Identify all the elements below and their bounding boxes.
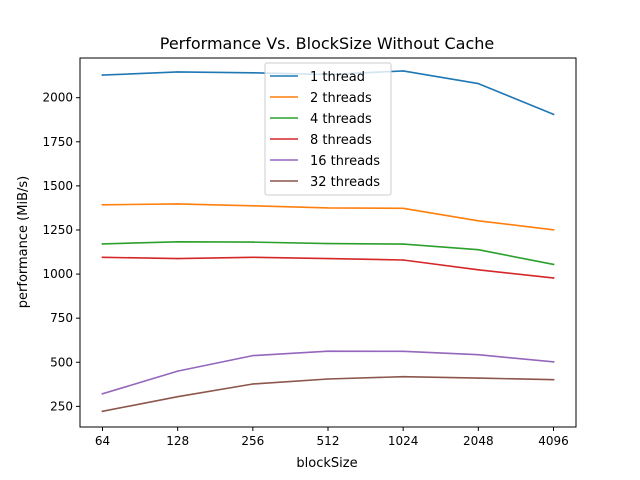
series-layer <box>101 70 555 413</box>
data-point <box>252 241 254 243</box>
x-tick-label: 2048 <box>463 434 494 448</box>
data-point <box>477 82 480 85</box>
x-tick-label: 4096 <box>538 434 569 448</box>
data-point <box>252 383 254 385</box>
data-point <box>101 256 104 259</box>
legend-label: 1 thread <box>310 70 365 85</box>
legend-label: 8 threads <box>310 133 372 148</box>
x-tick-label: 1024 <box>388 434 419 448</box>
data-point <box>327 257 329 260</box>
data-point <box>252 354 254 357</box>
x-tick-label: 64 <box>95 434 110 448</box>
y-tick-label: 1500 <box>42 179 73 193</box>
y-tick-label: 1750 <box>42 135 73 149</box>
data-point <box>402 350 404 353</box>
legend-label: 32 threads <box>310 175 380 190</box>
y-tick-label: 750 <box>50 311 73 325</box>
data-point <box>402 243 404 245</box>
data-point <box>552 378 555 381</box>
data-point <box>552 263 555 266</box>
legend-box <box>264 62 392 196</box>
data-point <box>327 350 329 352</box>
data-point <box>552 229 555 231</box>
data-point <box>402 70 404 72</box>
data-point <box>477 248 480 251</box>
x-tick-label: 256 <box>241 434 264 448</box>
data-point <box>477 353 480 356</box>
legend-label: 4 threads <box>310 112 372 127</box>
data-point <box>402 375 404 378</box>
data-point <box>176 395 179 398</box>
data-point <box>176 203 179 205</box>
data-point <box>552 361 555 363</box>
axis-ticks: 64 128 256 512 1024 2048 4096 250 500 750 1000 1250… <box>42 91 568 448</box>
y-axis-label: performance (MiB/s) <box>16 176 31 308</box>
data-point <box>176 71 179 73</box>
data-point <box>176 257 179 260</box>
data-point <box>252 72 254 74</box>
data-point <box>552 113 555 116</box>
data-point <box>477 220 480 222</box>
x-axis-label: blockSize <box>296 456 357 471</box>
y-tick-label: 250 <box>50 399 73 413</box>
legend: 1 thread 2 threads 4 threads 8 threads 16 th… <box>264 62 392 196</box>
data-point <box>327 207 329 209</box>
data-point <box>101 203 104 206</box>
legend-label: 16 threads <box>310 154 380 169</box>
chart-title: Performance Vs. BlockSize Without Cache <box>160 34 495 53</box>
y-tick-label: 2000 <box>42 91 73 105</box>
x-tick-label: 512 <box>317 434 340 448</box>
data-point <box>101 243 104 245</box>
data-point <box>402 259 404 261</box>
data-point <box>327 378 329 380</box>
data-point <box>477 269 480 271</box>
y-tick-label: 1250 <box>42 223 73 237</box>
data-point <box>402 207 404 210</box>
y-tick-label: 500 <box>50 355 73 369</box>
data-point <box>101 74 104 76</box>
data-point <box>552 277 555 279</box>
data-point <box>101 410 104 413</box>
data-point <box>327 242 329 245</box>
data-point <box>252 256 254 259</box>
plot-frame <box>79 57 577 428</box>
data-point <box>101 393 104 395</box>
data-point <box>176 370 179 372</box>
data-point <box>252 205 254 207</box>
y-tick-label: 1000 <box>42 267 73 281</box>
data-point <box>477 377 480 379</box>
legend-label: 2 threads <box>310 91 372 106</box>
data-point <box>176 240 179 243</box>
x-tick-label: 128 <box>166 434 189 448</box>
